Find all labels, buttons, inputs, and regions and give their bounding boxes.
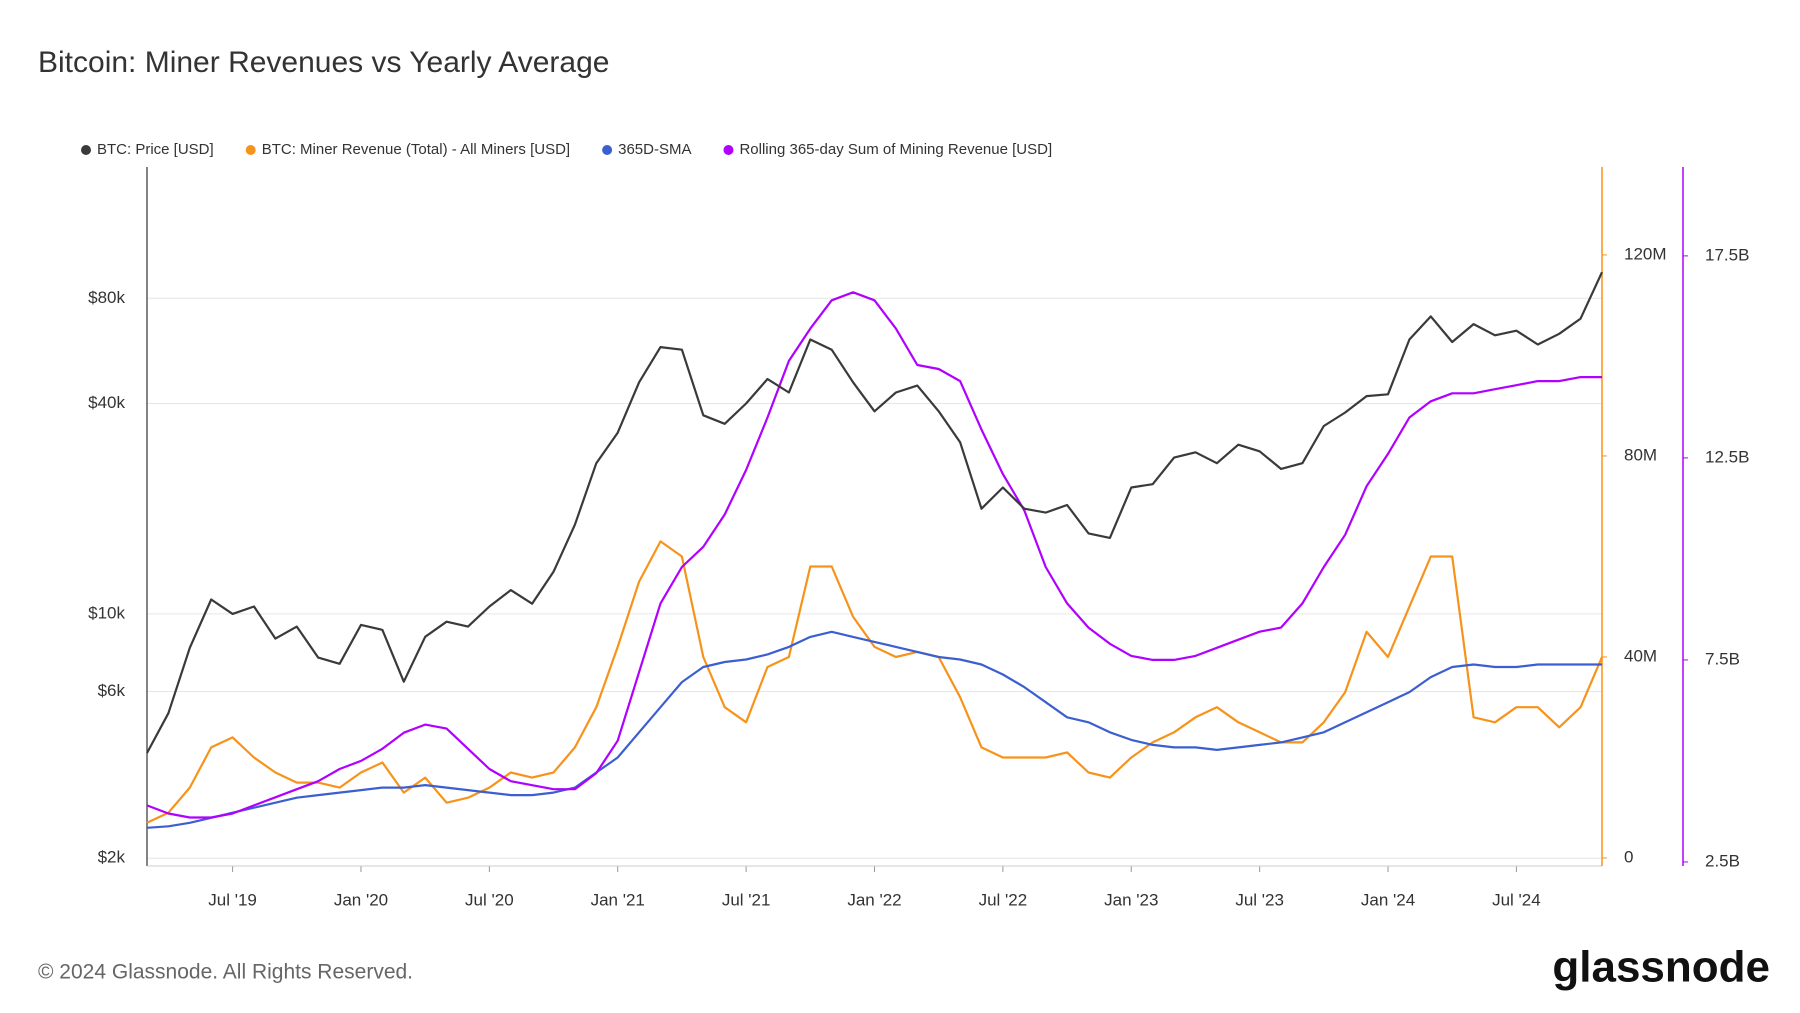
copyright: © 2024 Glassnode. All Rights Reserved. (38, 961, 413, 984)
x-tick-label: Jul '23 (1235, 890, 1284, 909)
y-tick-label: $40k (88, 393, 125, 412)
legend-marker (723, 145, 734, 155)
chart-title: Bitcoin: Miner Revenues vs Yearly Averag… (38, 46, 609, 79)
y3-tick-label: 17.5B (1705, 245, 1749, 264)
x-tick-label: Jul '19 (208, 890, 257, 909)
x-tick-label: Jul '20 (465, 890, 514, 909)
legend-label: Rolling 365-day Sum of Mining Revenue [U… (739, 141, 1052, 158)
x-tick-label: Jan '20 (334, 890, 388, 909)
y-tick-label: $6k (98, 681, 126, 700)
y2-tick-label: 80M (1624, 445, 1657, 464)
y-tick-label: $10k (88, 603, 125, 622)
x-tick-label: Jul '21 (722, 890, 771, 909)
y2-tick-label: 0 (1624, 847, 1633, 866)
legend-marker (602, 145, 613, 155)
legend-marker (245, 145, 256, 155)
y3-tick-label: 7.5B (1705, 649, 1740, 668)
x-tick-label: Jul '24 (1492, 890, 1541, 909)
series-line (146, 271, 1603, 754)
y3-tick-label: 2.5B (1705, 851, 1740, 870)
legend-label: 365D-SMA (618, 141, 691, 158)
legend-label: BTC: Price [USD] (97, 141, 214, 158)
legend-label: BTC: Miner Revenue (Total) - All Miners … (262, 141, 570, 158)
series-line (146, 540, 1604, 824)
y-tick-label: $2k (98, 848, 126, 867)
x-tick-label: Jan '23 (1104, 890, 1158, 909)
brand-logo: glassnode (1552, 943, 1770, 992)
legend-marker (81, 145, 91, 155)
x-tick-label: Jan '22 (847, 890, 901, 909)
x-tick-label: Jan '21 (591, 890, 645, 909)
y2-tick-label: 120M (1624, 244, 1667, 263)
series-line (146, 630, 1602, 829)
y3-tick-label: 12.5B (1705, 447, 1749, 466)
x-tick-label: Jul '22 (979, 890, 1028, 909)
series-line (146, 291, 1602, 819)
y2-tick-label: 40M (1624, 646, 1657, 665)
x-tick-label: Jan '24 (1361, 890, 1415, 909)
y-tick-label: $80k (88, 288, 125, 307)
